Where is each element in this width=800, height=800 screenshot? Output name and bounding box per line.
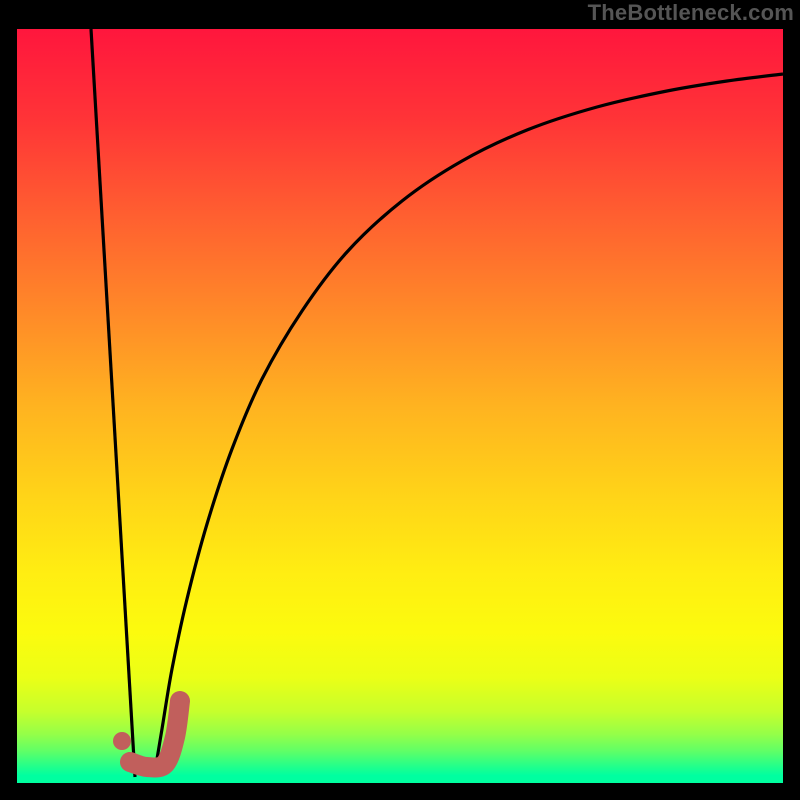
chart-stage: TheBottleneck.com: [0, 0, 800, 800]
gradient-background: [17, 29, 783, 783]
plot-svg: [17, 29, 783, 783]
watermark-text: TheBottleneck.com: [588, 0, 794, 26]
plot-area: [17, 29, 783, 783]
hook-dot: [113, 732, 131, 750]
